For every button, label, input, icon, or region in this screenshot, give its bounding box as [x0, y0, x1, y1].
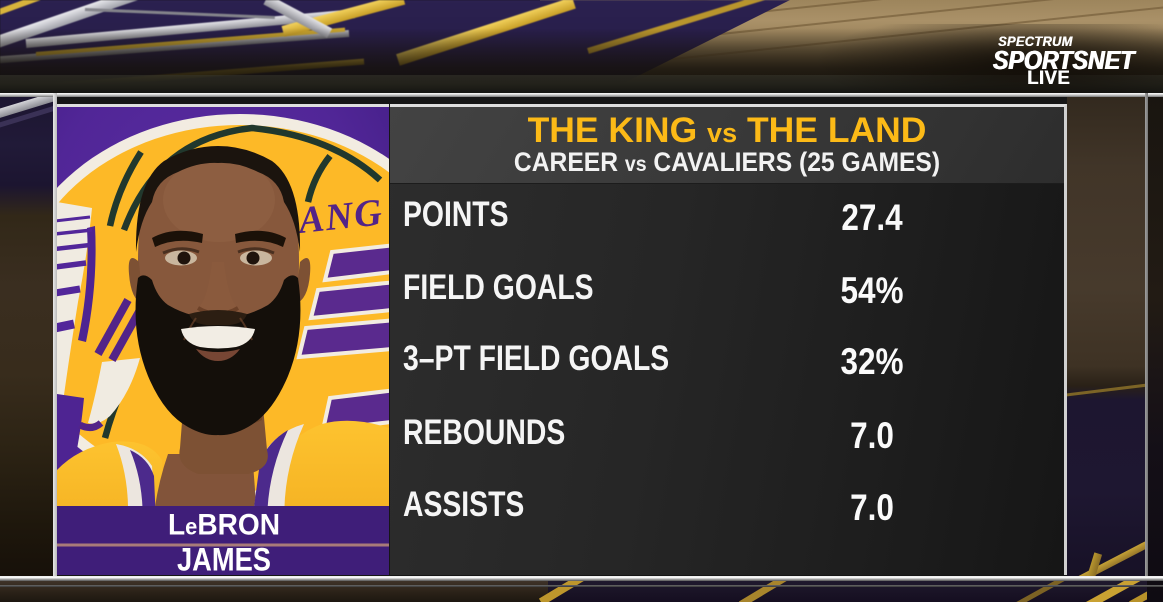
- svg-text:ANG: ANG: [295, 191, 386, 242]
- svg-text:LeBRON: LeBRON: [168, 509, 280, 542]
- svg-text:JAMES: JAMES: [177, 542, 271, 576]
